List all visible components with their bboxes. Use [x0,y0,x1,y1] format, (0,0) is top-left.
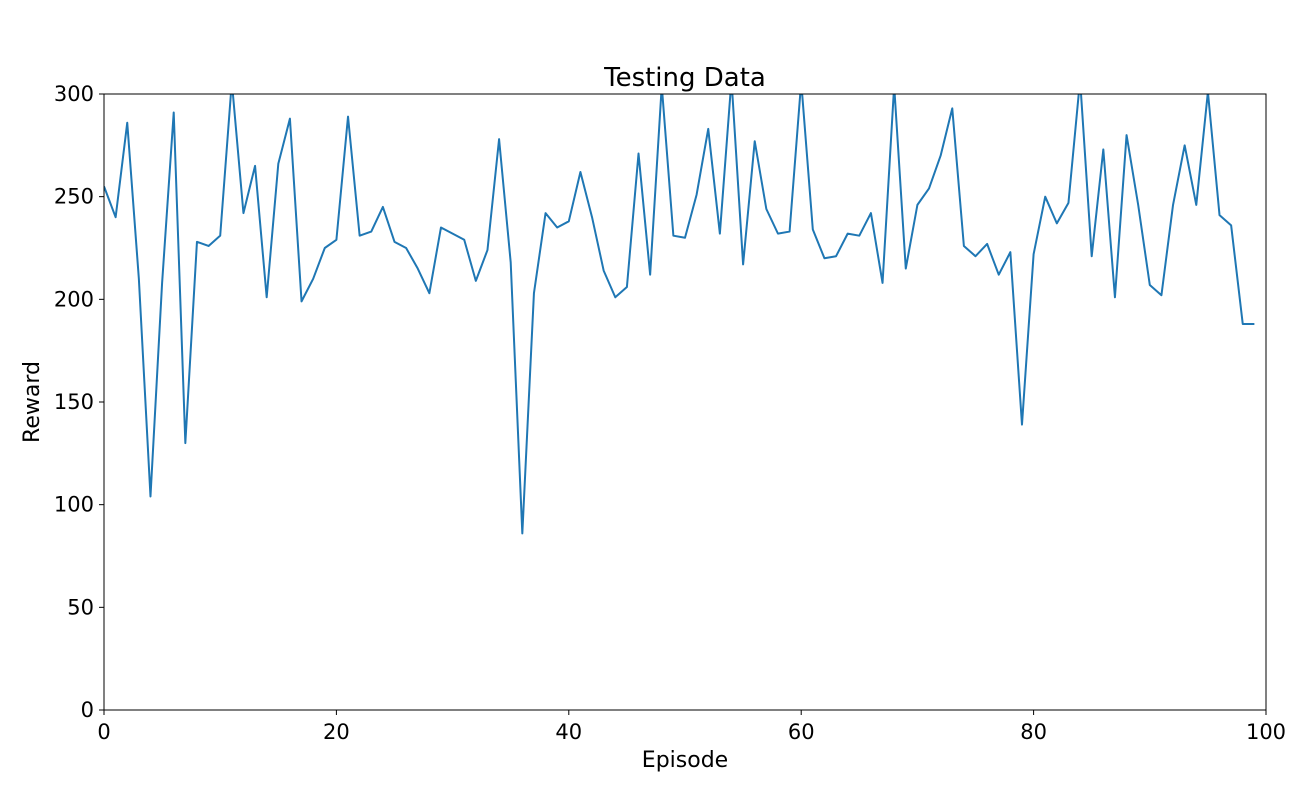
x-tick-label: 20 [323,720,350,744]
x-axis-ticks: 0 20 40 60 80 100 [97,710,1286,744]
series-group [104,94,1255,535]
plot-frame [103,93,1267,711]
y-tick-label: 250 [54,185,94,209]
y-tick-label: 0 [81,698,94,722]
y-axis-label: Reward [20,361,45,443]
y-tick-label: 200 [54,287,94,311]
y-tick-label: 50 [67,595,94,619]
y-tick-label: 100 [54,493,94,517]
y-tick-label: 300 [54,82,94,106]
x-tick-label: 60 [788,720,815,744]
x-tick-label: 100 [1246,720,1286,744]
series-line-0 [104,94,1255,535]
x-tick-label: 0 [97,720,110,744]
y-axis-ticks: 0 50 100 150 200 250 300 [54,82,104,722]
x-tick-label: 80 [1020,720,1047,744]
x-axis-label: Episode [642,748,728,773]
x-tick-label: 40 [555,720,582,744]
y-tick-label: 150 [54,390,94,414]
chart-title: Testing Data [603,63,766,93]
